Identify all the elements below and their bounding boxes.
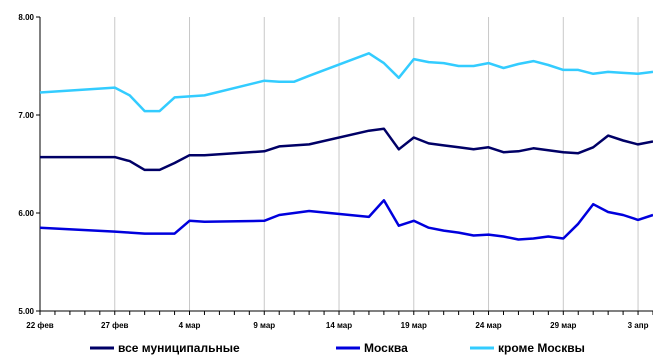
y-tick-label: 6.00 (18, 209, 34, 218)
x-tick-label: 3 апр (628, 321, 649, 330)
x-tick-label: 29 мар (550, 321, 576, 330)
x-tick-label: 27 фев (101, 321, 128, 330)
y-tick-label: 8.00 (18, 13, 34, 22)
x-tick-label: 4 мар (179, 321, 201, 330)
series-lines (39, 52, 653, 241)
x-tick-label: 22 фев (26, 321, 53, 330)
series-line (39, 52, 653, 113)
x-tick-label: 19 мар (401, 321, 427, 330)
grid (114, 17, 639, 311)
x-tick-label: 9 мар (253, 321, 275, 330)
legend: все муниципальные Москва кроме Москвы (90, 341, 585, 355)
legend-label: кроме Москвы (498, 341, 585, 355)
legend-label: все муниципальные (118, 341, 240, 355)
x-tick-label: 14 мар (326, 321, 352, 330)
y-tick-label: 5.00 (18, 307, 34, 316)
legend-label: Москва (364, 341, 408, 355)
axes (36, 16, 653, 315)
series-line (39, 199, 653, 241)
tick-labels: 22 фев 27 фев 4 мар 9 мар 14 мар 19 мар 24 мар… (18, 13, 648, 330)
series-line (40, 127, 653, 172)
x-tick-label: 24 мар (475, 321, 501, 330)
y-tick-label: 7.00 (18, 111, 34, 120)
